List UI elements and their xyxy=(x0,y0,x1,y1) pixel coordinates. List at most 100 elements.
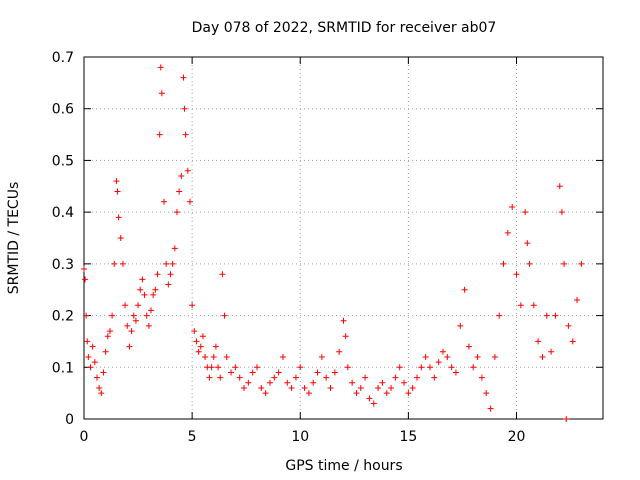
data-point xyxy=(139,276,146,283)
data-point xyxy=(524,240,531,247)
data-point xyxy=(191,328,198,335)
data-point xyxy=(122,302,129,309)
data-point xyxy=(504,229,511,236)
y-tick-label: 0.6 xyxy=(52,102,74,118)
data-point xyxy=(87,364,94,371)
data-point xyxy=(362,374,369,381)
data-point xyxy=(228,369,235,376)
data-point xyxy=(181,105,188,112)
data-point xyxy=(150,291,157,298)
data-point xyxy=(180,74,187,81)
data-point xyxy=(331,369,338,376)
data-point xyxy=(474,353,481,360)
data-point xyxy=(157,64,164,71)
data-point xyxy=(184,167,191,174)
data-point xyxy=(128,328,135,335)
data-point xyxy=(193,338,200,345)
x-tick-label: 20 xyxy=(508,429,526,445)
data-point xyxy=(245,379,252,386)
data-point xyxy=(217,374,224,381)
data-point xyxy=(171,245,178,252)
data-point xyxy=(223,353,230,360)
data-point xyxy=(323,374,330,381)
x-axis-label: GPS time / hours xyxy=(285,458,402,474)
data-point xyxy=(563,416,570,422)
data-point xyxy=(539,353,546,360)
data-point xyxy=(208,364,215,371)
data-point xyxy=(102,348,109,355)
data-point xyxy=(212,343,219,350)
data-point xyxy=(219,271,226,278)
data-point xyxy=(513,271,520,278)
data-point xyxy=(431,374,438,381)
data-point xyxy=(124,322,131,329)
data-point xyxy=(114,188,121,195)
data-point xyxy=(161,198,168,205)
data-point xyxy=(556,183,563,190)
data-point xyxy=(548,348,555,355)
data-point xyxy=(344,364,351,371)
data-point xyxy=(93,374,100,381)
data-point xyxy=(148,307,155,314)
y-tick-label: 0 xyxy=(65,412,74,428)
data-point xyxy=(141,291,148,298)
data-point xyxy=(186,198,193,205)
grid-lines xyxy=(84,57,603,419)
data-point xyxy=(91,359,98,366)
data-point xyxy=(392,374,399,381)
data-point xyxy=(109,312,116,319)
data-point xyxy=(487,405,494,412)
data-point xyxy=(552,312,559,319)
data-point xyxy=(340,317,347,324)
data-point xyxy=(470,364,477,371)
data-point xyxy=(379,379,386,386)
data-point xyxy=(241,384,248,391)
data-point xyxy=(288,384,295,391)
data-point xyxy=(297,364,304,371)
y-tick-label: 0.7 xyxy=(52,50,74,66)
plot-frame xyxy=(83,56,604,420)
data-point xyxy=(100,369,107,376)
data-point xyxy=(535,338,542,345)
data-point xyxy=(318,353,325,360)
data-point xyxy=(126,343,133,350)
data-point xyxy=(104,333,111,340)
data-point xyxy=(558,209,565,216)
data-point xyxy=(388,384,395,391)
data-point xyxy=(526,260,533,267)
data-point xyxy=(396,364,403,371)
data-point xyxy=(349,379,356,386)
data-point xyxy=(500,260,507,267)
y-tick-label: 0.1 xyxy=(52,360,74,376)
data-point xyxy=(156,131,163,138)
x-tick-label: 10 xyxy=(291,429,309,445)
data-point xyxy=(199,333,206,340)
y-tick-label: 0.3 xyxy=(52,257,74,273)
data-point xyxy=(143,312,150,319)
data-point xyxy=(353,390,360,397)
data-points xyxy=(81,64,585,422)
data-point xyxy=(202,353,209,360)
data-point xyxy=(465,343,472,350)
data-point xyxy=(530,302,537,309)
data-point xyxy=(167,271,174,278)
data-point xyxy=(254,364,260,371)
data-point xyxy=(578,260,585,267)
data-point xyxy=(195,348,202,355)
data-point xyxy=(152,286,159,293)
data-point xyxy=(96,384,103,391)
data-point xyxy=(279,353,286,360)
x-axis-ticks: 0 5 10 15 20 xyxy=(80,57,526,445)
data-point xyxy=(409,384,416,391)
data-point xyxy=(113,178,120,185)
data-point xyxy=(383,390,390,397)
data-point xyxy=(314,369,321,376)
data-point xyxy=(336,348,343,355)
data-point xyxy=(189,302,196,309)
y-tick-label: 0.2 xyxy=(52,309,74,325)
data-point xyxy=(327,384,334,391)
data-point xyxy=(342,333,349,340)
data-point xyxy=(83,312,90,319)
data-point xyxy=(210,353,217,360)
data-point xyxy=(271,374,278,381)
